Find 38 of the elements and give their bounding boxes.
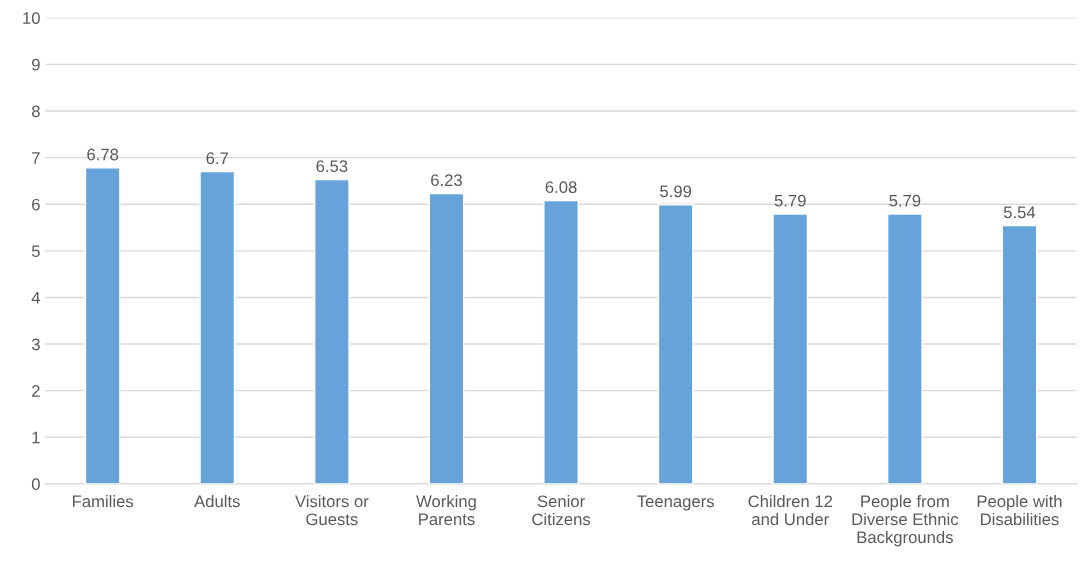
- data-label: 5.99: [660, 185, 692, 198]
- y-tick-label: 2: [32, 385, 40, 397]
- x-tick-label: Working Parents: [416, 494, 476, 526]
- y-tick-label: 5: [31, 245, 40, 258]
- bar: [657, 204, 694, 484]
- bar: [772, 213, 809, 484]
- y-tick-label: 1: [32, 431, 40, 444]
- data-label: 6.53: [316, 160, 348, 173]
- y-tick-label: 9: [32, 58, 40, 71]
- data-label: 6.7: [206, 152, 229, 165]
- data-label: 6.78: [87, 148, 119, 161]
- x-tick-label: People with Disabilities: [977, 494, 1062, 526]
- x-tick-label: Teenagers: [637, 495, 714, 511]
- y-tick-label: 7: [32, 152, 40, 164]
- x-tick-label: Adults: [194, 494, 240, 508]
- y-tick-label: 8: [31, 105, 40, 118]
- x-tick-label: Children 12 and Under: [748, 494, 833, 526]
- data-label: 6.23: [431, 174, 462, 187]
- bar: [1001, 224, 1038, 484]
- bar: [543, 199, 579, 484]
- y-tick-label: 4: [31, 292, 41, 304]
- data-label: 5.54: [1003, 206, 1036, 219]
- bar: [313, 178, 350, 484]
- data-label: 6.08: [545, 181, 577, 194]
- y-tick-label: 10: [23, 12, 40, 24]
- x-tick-label: Visitors or Guests: [295, 494, 369, 526]
- bar: [886, 213, 923, 484]
- data-label: 5.79: [774, 194, 806, 207]
- x-tick-label: Senior Citizens: [532, 494, 591, 526]
- x-tick-label: Families: [73, 494, 134, 508]
- y-tick-label: 0: [31, 478, 40, 491]
- bar: [84, 167, 121, 484]
- y-tick-label: 6: [32, 198, 40, 211]
- bar: [428, 192, 465, 484]
- y-tick-label: 3: [31, 338, 40, 351]
- data-label: 5.79: [889, 194, 921, 207]
- x-tick-label: People from Diverse Ethnic Backgrounds: [852, 494, 959, 547]
- bar: [199, 170, 236, 484]
